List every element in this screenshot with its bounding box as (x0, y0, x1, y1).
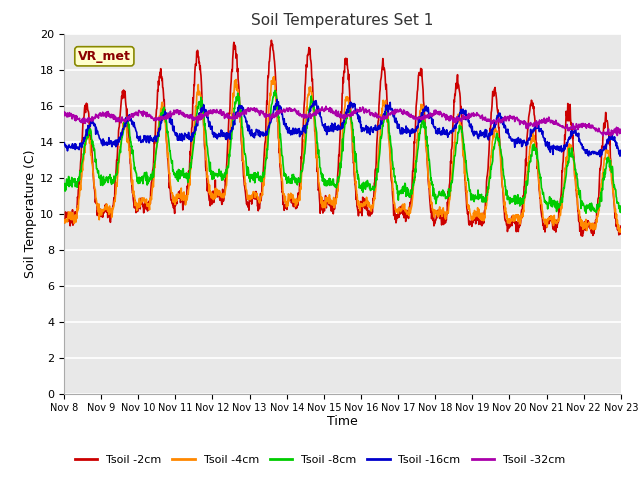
Title: Soil Temperatures Set 1: Soil Temperatures Set 1 (252, 13, 433, 28)
Y-axis label: Soil Temperature (C): Soil Temperature (C) (24, 149, 37, 278)
X-axis label: Time: Time (327, 415, 358, 428)
Text: VR_met: VR_met (78, 50, 131, 63)
Legend: Tsoil -2cm, Tsoil -4cm, Tsoil -8cm, Tsoil -16cm, Tsoil -32cm: Tsoil -2cm, Tsoil -4cm, Tsoil -8cm, Tsoi… (70, 451, 570, 469)
